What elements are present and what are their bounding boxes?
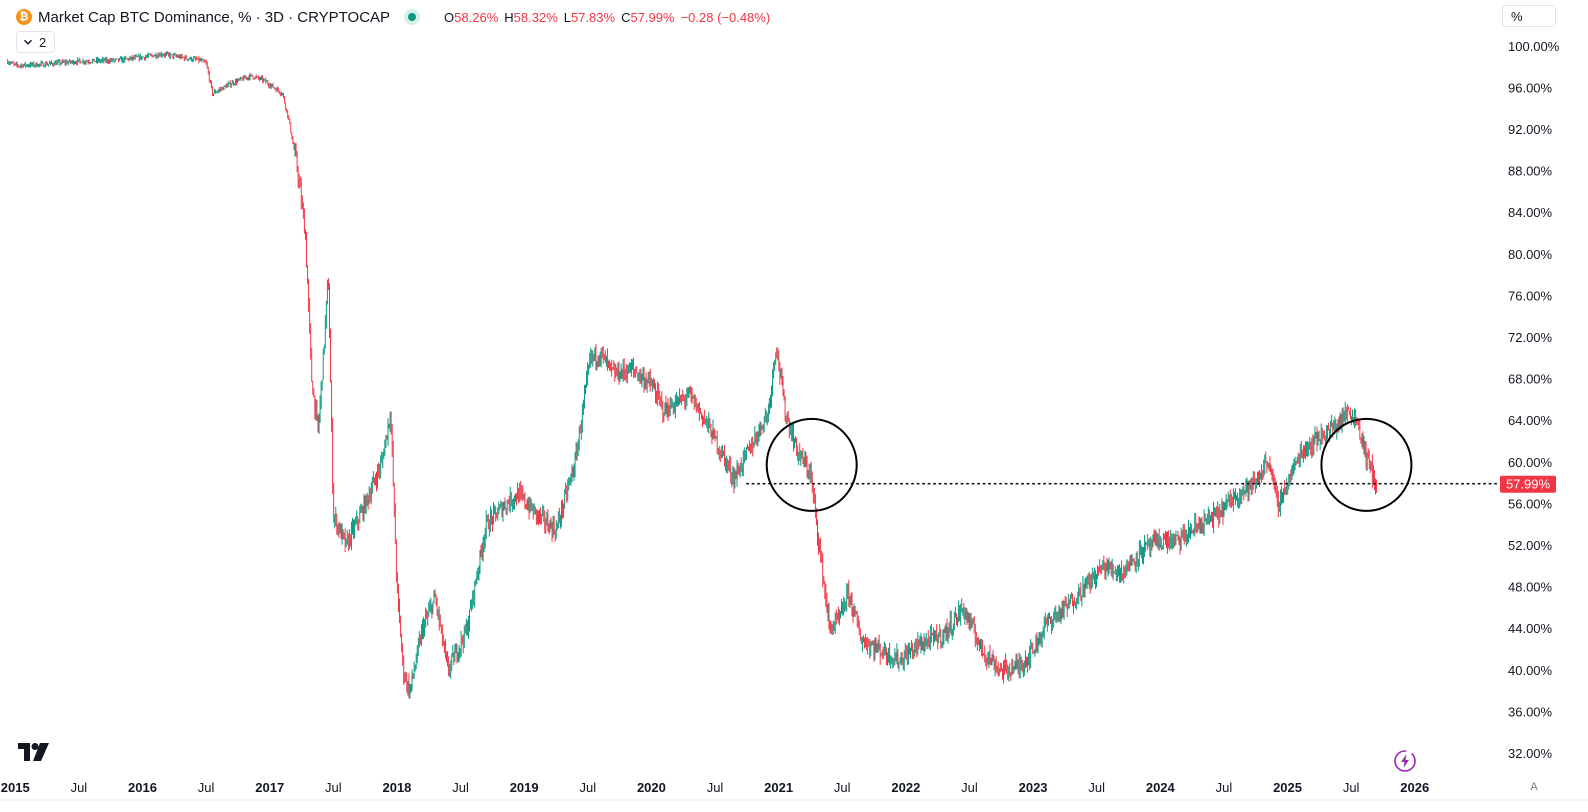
time-tick-label: Jul (71, 780, 88, 795)
high-value: 58.32% (513, 9, 558, 25)
price-tick-label: 36.00% (1508, 704, 1553, 719)
price-tick-label: 52.00% (1508, 538, 1553, 553)
high-label: H (504, 9, 514, 25)
price-tick-label: 68.00% (1508, 372, 1553, 387)
time-tick-label: Jul (1343, 780, 1360, 795)
annotations-layer (746, 417, 1501, 512)
time-tick-label: Jul (1216, 780, 1233, 795)
chart-legend: ₿ Market Cap BTC Dominance, % · 3D · CRY… (16, 6, 770, 28)
price-tick-label: 80.00% (1508, 247, 1553, 262)
scale-mode-selector[interactable]: % (1502, 5, 1556, 27)
time-tick-label: 2019 (510, 780, 539, 795)
lightning-bolt-icon[interactable] (1393, 749, 1417, 778)
circle-annotation (765, 417, 858, 512)
open-value: 58.26% (454, 9, 499, 25)
time-tick-label: 2021 (764, 780, 793, 795)
indicators-count: 2 (39, 34, 47, 50)
last-price-badge (1500, 475, 1556, 493)
bitcoin-coin-icon: ₿ (16, 9, 32, 25)
change-value: −0.28 (−0.48%) (680, 9, 771, 25)
auto-scale-label: A (1530, 781, 1538, 793)
time-tick-label: Jul (325, 780, 342, 795)
indicators-collapse-button[interactable]: 2 (16, 31, 56, 53)
price-tick-label: 100.00% (1508, 39, 1560, 54)
scale-mode-label: % (1511, 8, 1523, 24)
price-tick-label: 96.00% (1508, 80, 1553, 95)
time-axis[interactable]: 2015 Jul 2016 Jul 2017 Jul 2018 Jul 2019 Jul 2020 J… (1, 780, 1429, 795)
symbol-title[interactable]: Market Cap BTC Dominance, % · 3D · CRYPT… (38, 8, 391, 26)
time-tick-label: Jul (961, 780, 978, 795)
time-tick-label: 2016 (128, 780, 157, 795)
chevron-down-icon (23, 39, 33, 45)
time-tick-label: Jul (707, 780, 724, 795)
candles-layer (7, 51, 1378, 699)
time-tick-label: 2025 (1273, 780, 1302, 795)
price-tick-label: 64.00% (1508, 413, 1553, 428)
time-tick-label: 2020 (637, 780, 666, 795)
time-tick-label: 2017 (255, 780, 284, 795)
time-tick-label: Jul (452, 780, 469, 795)
price-tick-label: 88.00% (1508, 164, 1553, 179)
price-tick-label: 44.00% (1508, 621, 1553, 636)
open-label: O (444, 9, 455, 25)
price-axis[interactable]: 32.00% 36.00% 40.00% 44.00% 48.00% 52.00% 56.0… (1500, 39, 1560, 761)
time-tick-label: Jul (1088, 780, 1105, 795)
time-tick-label: 2022 (891, 780, 920, 795)
low-value: 57.83% (570, 9, 616, 25)
time-tick-label: 2015 (1, 780, 30, 795)
time-tick-label: 2018 (382, 780, 411, 795)
auto-scale-button[interactable]: A (1526, 779, 1542, 795)
low-label: L (563, 9, 571, 25)
circle-annotation (1320, 417, 1413, 512)
price-tick-label: 40.00% (1508, 663, 1553, 678)
price-tick-label: 84.00% (1508, 205, 1553, 220)
time-tick-label: 2023 (1019, 780, 1048, 795)
price-tick-label: 48.00% (1508, 580, 1553, 595)
market-status-icon[interactable] (404, 9, 421, 25)
time-tick-label: 2026 (1400, 780, 1429, 795)
time-tick-label: Jul (198, 780, 215, 795)
price-tick-label: 32.00% (1508, 746, 1553, 761)
time-tick-label: 2024 (1146, 780, 1176, 795)
time-tick-label: Jul (579, 780, 596, 795)
close-value: 57.99% (630, 9, 675, 25)
last-price-label: 57.99% (1506, 477, 1551, 492)
tradingview-logo-icon[interactable] (18, 743, 50, 766)
close-label: C (621, 9, 631, 25)
price-tick-label: 72.00% (1508, 330, 1553, 345)
time-tick-label: Jul (834, 780, 851, 795)
price-tick-label: 92.00% (1508, 122, 1553, 137)
price-tick-label: 56.00% (1508, 496, 1553, 511)
price-tick-label: 60.00% (1508, 455, 1553, 470)
price-tick-label: 76.00% (1508, 288, 1553, 303)
